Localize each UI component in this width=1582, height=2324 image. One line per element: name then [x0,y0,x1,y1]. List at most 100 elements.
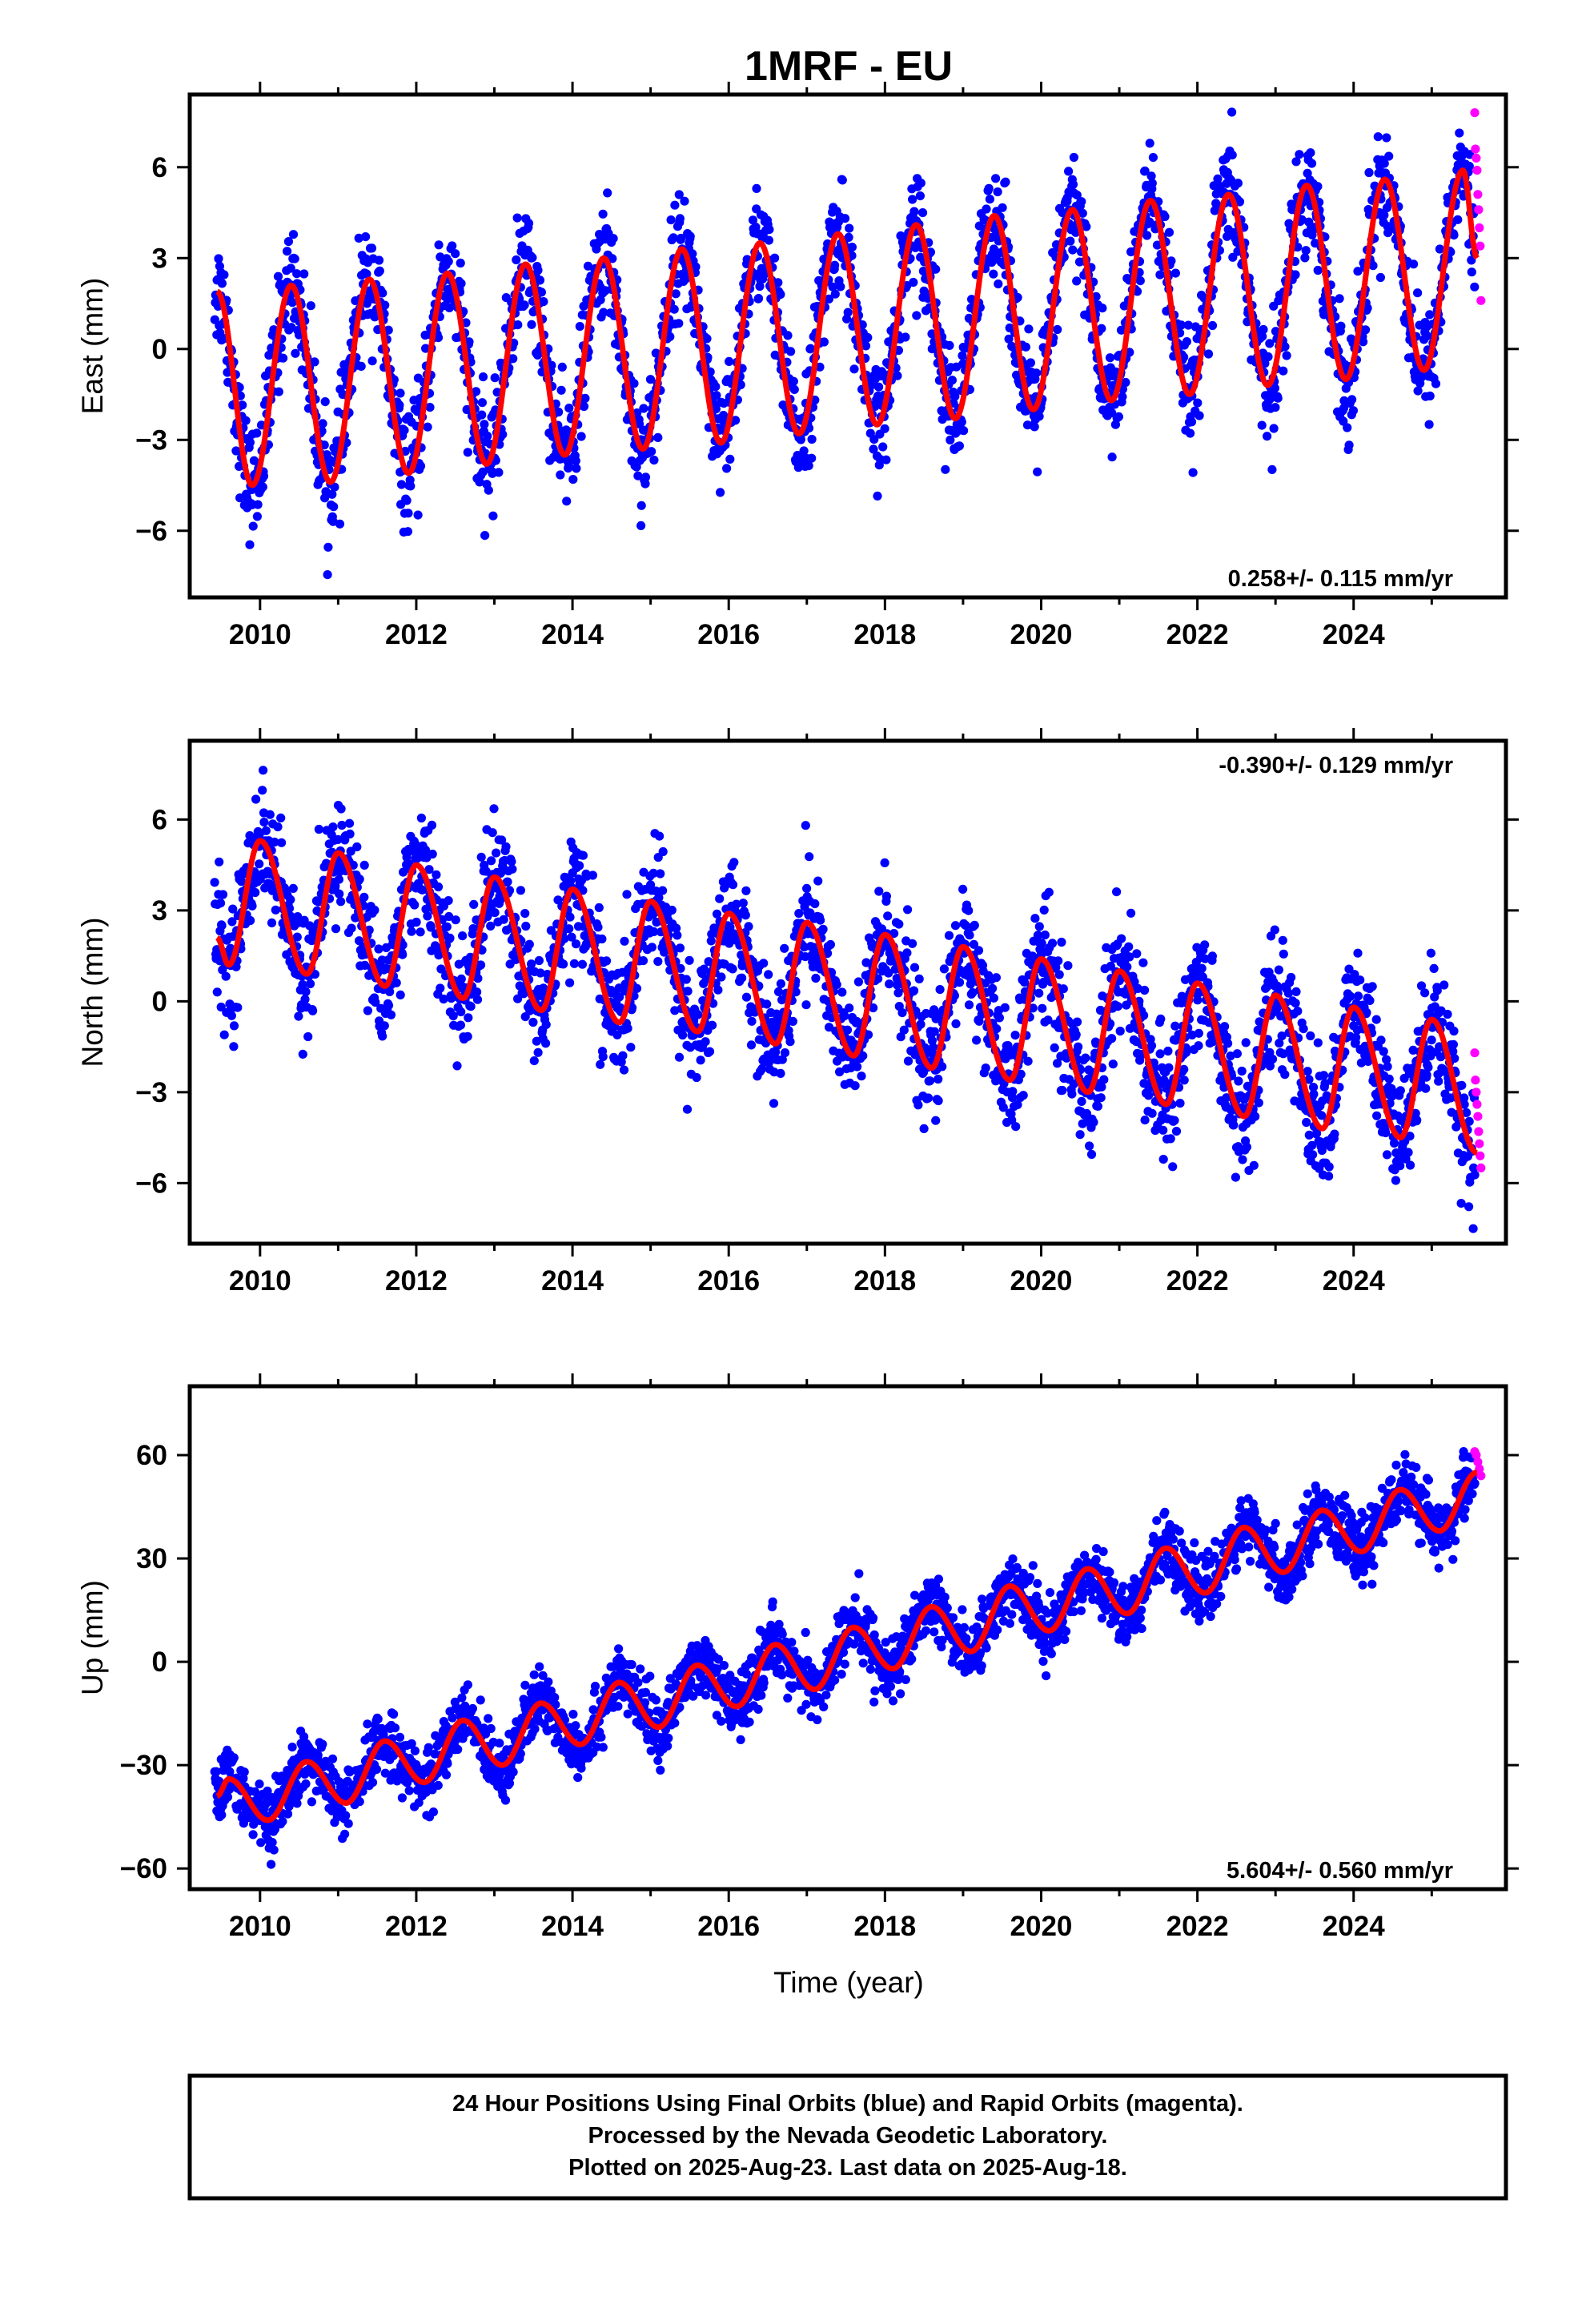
north-point [961,920,970,930]
north-point [1124,942,1134,951]
north-point [410,900,420,910]
east-point [753,294,764,304]
east-point [310,357,319,367]
north-point [818,924,828,934]
east-xtick-label-2020: 2020 [1010,619,1073,650]
east-point [912,311,921,320]
east-point [639,404,648,413]
north-point [516,886,526,895]
east-point [483,431,492,441]
east-point [840,214,850,223]
east-point [1098,304,1107,313]
north-point [885,979,894,989]
east-xtick-label-2014: 2014 [541,619,604,650]
north-point [294,1011,303,1021]
north-point [267,918,277,927]
north-point [728,964,737,974]
north-point [681,975,691,984]
north-point [981,1063,990,1073]
east-point [556,385,566,395]
north-point [233,1003,243,1012]
north-point [521,921,531,931]
north-point [433,882,444,892]
north-point [974,946,984,955]
north-point [396,990,405,999]
east-point [318,419,327,428]
east-point [1069,152,1078,163]
north-point [569,959,580,968]
east-point [572,464,581,473]
north-point [638,956,648,966]
east-point [245,437,255,448]
north-point [251,887,260,898]
north-point [951,1019,961,1028]
north-point [452,1061,462,1071]
east-point [512,255,521,265]
north-point [593,923,603,932]
east-point [291,348,300,358]
east-point [830,260,840,270]
north-point [909,963,920,972]
east-point [665,332,675,341]
north-point [1011,1122,1021,1132]
east-point [425,403,435,412]
north-point [620,936,629,946]
east-point [1142,231,1152,240]
north-point [541,1039,551,1048]
east-point [1263,352,1273,362]
east-point [786,347,796,356]
east-point [845,223,854,233]
east-point [1364,167,1374,178]
east-point [1068,179,1078,189]
east-point [288,230,299,239]
east-point [259,471,269,481]
north-point [837,987,847,997]
north-point [816,915,825,925]
north-point [335,889,344,899]
east-point [804,461,813,471]
north-point [466,1002,476,1011]
north-point [667,905,677,915]
north-point [1299,1024,1308,1034]
east-xtick-label-2018: 2018 [853,619,916,650]
east-point [1170,268,1180,278]
north-point [559,959,568,969]
north-point [1194,1028,1203,1038]
north-point [801,1000,811,1010]
east-point [636,521,646,531]
east-point [1053,324,1062,335]
north-point [210,878,219,887]
north-point [776,979,786,988]
north-point [746,1040,757,1050]
east-point [847,243,857,252]
east-point [645,375,656,384]
east-point [484,485,493,495]
east-point [448,241,457,251]
north-point [444,896,453,906]
north-point [534,955,544,966]
north-point [292,932,302,942]
east-rapid-point [1473,190,1483,199]
north-point [1155,1049,1165,1059]
north-point [805,852,814,862]
north-point [1170,1116,1179,1125]
east-point [478,372,488,382]
north-point [499,915,508,924]
north-point [1270,925,1279,935]
north-point [1234,1076,1243,1086]
north-point [575,861,584,870]
east-point [287,298,297,308]
east-point [1021,342,1030,352]
north-point [1085,1141,1094,1151]
east-point [748,215,758,225]
east-point [1431,379,1441,388]
east-point [403,527,412,537]
north-point [1054,956,1063,966]
east-point [1307,159,1317,168]
north-point [1113,1002,1122,1011]
north-point [472,987,482,997]
north-point [1039,905,1049,915]
east-point [680,196,689,206]
north-point [277,838,287,847]
north-point [988,983,998,993]
